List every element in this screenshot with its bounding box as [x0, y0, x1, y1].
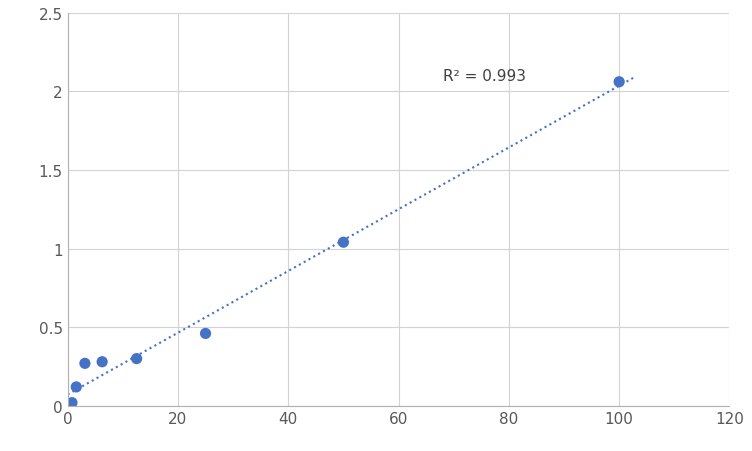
Point	[66, 399, 78, 406]
Point	[70, 383, 82, 391]
Point	[131, 355, 143, 363]
Point	[199, 330, 211, 337]
Point	[62, 401, 74, 408]
Point	[613, 79, 625, 86]
Point	[96, 359, 108, 366]
Point	[79, 360, 91, 367]
Text: R² = 0.993: R² = 0.993	[443, 69, 526, 84]
Point	[338, 239, 350, 246]
